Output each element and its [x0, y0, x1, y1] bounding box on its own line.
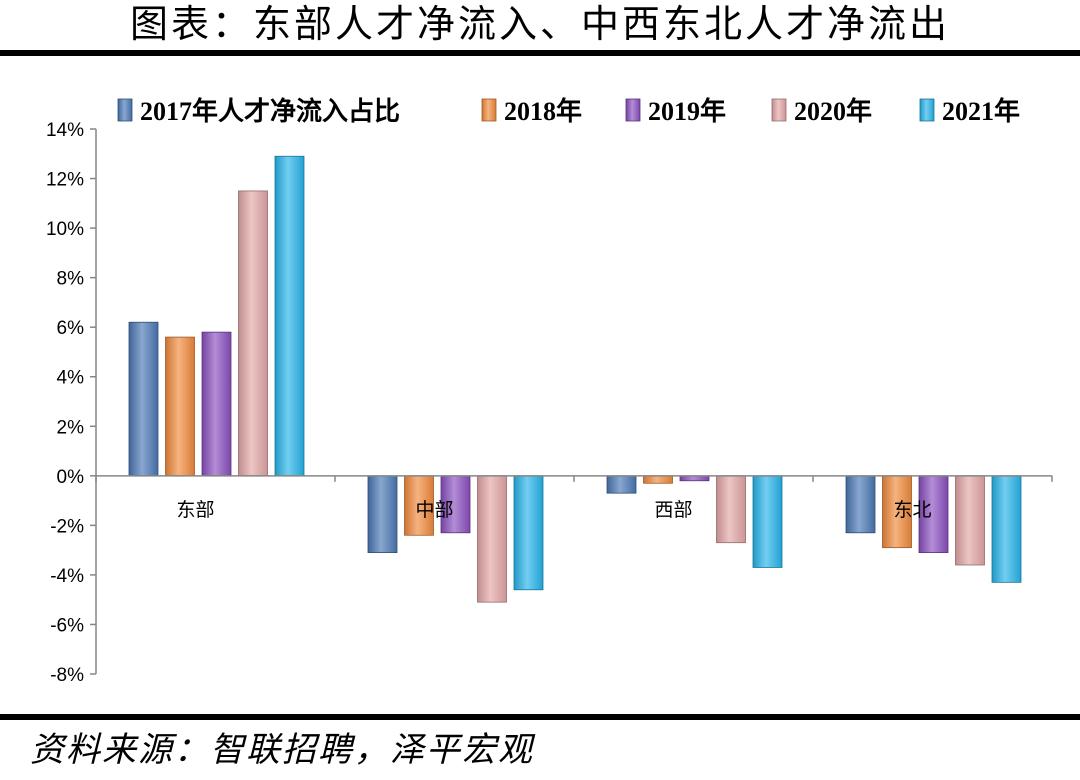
legend-swatch-2018年 — [481, 98, 497, 122]
x-axis — [95, 475, 1053, 482]
bar-中部-2020年 — [477, 475, 507, 603]
legend-swatch-2021年 — [919, 98, 935, 122]
category-label-东部: 东部 — [176, 499, 214, 521]
bar-东北-2019年 — [918, 475, 949, 554]
bar-东部-2018年 — [165, 336, 195, 477]
bar-中部-2021年 — [513, 475, 544, 591]
y-tick-label: -6% — [50, 615, 84, 636]
legend-label-2017年人才净流入占比: 2017年人才净流入占比 — [140, 96, 400, 126]
y-tick-label: 6% — [57, 318, 85, 339]
y-tick-label: -2% — [50, 516, 84, 537]
y-tick-label: 8% — [57, 269, 85, 290]
y-tick-label: 0% — [57, 467, 85, 488]
legend-label-2021年: 2021年 — [942, 96, 1020, 126]
chart-title: 图表：东部人才净流入、中西东北人才净流出 — [129, 2, 950, 46]
legend: 2017年人才净流入占比 2018年 2019年 2020年 2021年 — [117, 96, 1020, 126]
legend-swatch-2017年人才净流入占比 — [117, 98, 133, 122]
category-label-西部: 西部 — [654, 499, 692, 521]
top-rule — [0, 50, 1080, 56]
legend-label-2019年: 2019年 — [648, 96, 726, 126]
source-note: 资料来源：智联招聘，泽平宏观 — [30, 730, 534, 770]
bar-东部-2020年 — [238, 190, 268, 477]
bar-西部-2018年 — [643, 475, 673, 484]
bar-西部-2020年 — [716, 475, 746, 544]
bar-东部-2021年 — [274, 155, 305, 477]
category-label-中部: 中部 — [415, 499, 453, 521]
bar-东北-2020年 — [955, 475, 985, 566]
y-tick-label: 2% — [57, 417, 85, 438]
y-tick-label: 10% — [46, 219, 84, 240]
bar-东部-2019年 — [201, 331, 232, 477]
y-tick-label: -8% — [50, 665, 84, 686]
y-axis: 14% 12% 10% 8% 6% 4% 2% 0% -2% -4% -6% -8% — [46, 120, 97, 686]
legend-swatch-2019年 — [625, 98, 641, 122]
bar-东北-2021年 — [991, 475, 1022, 583]
bar-东北-2017年人才净流入占比 — [845, 475, 876, 534]
bar-中部-2017年人才净流入占比 — [367, 475, 398, 554]
bottom-rule — [0, 714, 1080, 720]
y-tick-label: 14% — [46, 120, 84, 141]
bars — [128, 155, 1022, 603]
category-label-东北: 东北 — [893, 499, 931, 521]
bar-东部-2017年人才净流入占比 — [128, 321, 159, 477]
y-tick-label: 12% — [46, 170, 84, 191]
legend-label-2020年: 2020年 — [794, 96, 872, 126]
y-tick-label: -4% — [50, 566, 84, 587]
bar-西部-2021年 — [752, 475, 783, 568]
legend-swatch-2020年 — [771, 98, 787, 122]
category-labels: 东部 中部 西部 东北 — [176, 499, 931, 521]
y-tick-label: 4% — [57, 368, 85, 389]
bar-西部-2017年人才净流入占比 — [606, 475, 637, 494]
legend-label-2018年: 2018年 — [504, 96, 582, 126]
